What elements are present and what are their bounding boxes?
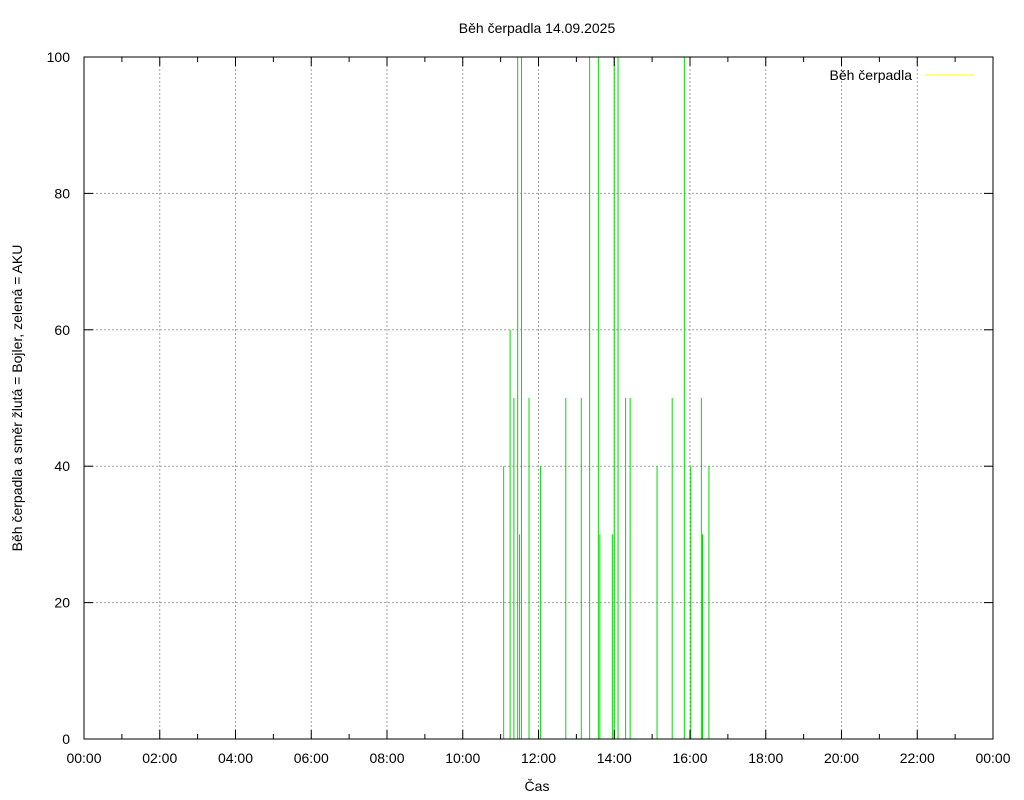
x-tick-label: 14:00: [597, 750, 632, 766]
x-tick-label: 12:00: [521, 750, 556, 766]
grid-lines: [84, 57, 993, 739]
x-tick-label: 02:00: [142, 750, 177, 766]
chart-title: Běh čerpadla 14.09.2025: [459, 20, 616, 36]
x-tick-label: 00:00: [66, 750, 101, 766]
x-tick-label: 22:00: [900, 750, 935, 766]
x-axis-label: Čas: [525, 778, 550, 794]
x-tick-label: 18:00: [748, 750, 783, 766]
plot-frame: [83, 56, 994, 740]
x-tick-label: 10:00: [445, 750, 480, 766]
x-tick-label: 20:00: [824, 750, 859, 766]
y-tick-label: 60: [54, 322, 70, 338]
y-axis-label: Běh čerpadla a směr žlutá = Bojler, zele…: [9, 245, 25, 552]
x-tick-labels: 00:00 02:00 04:00 06:00 08:00 10:00 12:00 14:00…: [66, 750, 1010, 766]
x-tick-label: 04:00: [218, 750, 253, 766]
legend: Běh čerpadla: [829, 67, 974, 83]
x-tick-label: 16:00: [672, 750, 707, 766]
y-tick-label: 0: [62, 731, 70, 747]
legend-label: Běh čerpadla: [829, 67, 912, 83]
y-tick-label: 20: [54, 595, 70, 611]
x-tick-label: 08:00: [369, 750, 404, 766]
x-tick-label: 06:00: [294, 750, 329, 766]
y-tick-labels: 0 20 40 60 80 100: [47, 49, 71, 747]
y-tick-label: 40: [54, 458, 70, 474]
x-tick-label: 00:00: [975, 750, 1010, 766]
y-tick-label: 80: [54, 185, 70, 201]
y-tick-label: 100: [47, 49, 71, 65]
data-spikes: [503, 57, 710, 739]
